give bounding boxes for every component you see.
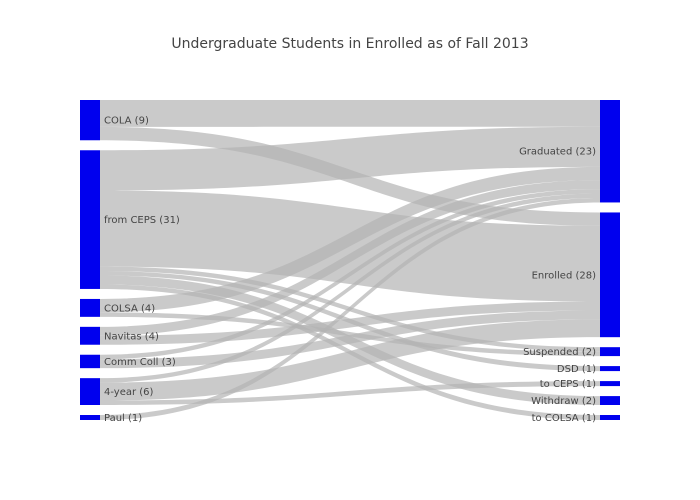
node-label-4year: 4-year (6) [104,387,154,398]
links-layer [100,100,600,420]
link-COLSA-to-Graduated[interactable] [100,166,600,313]
node-Suspended[interactable] [600,347,620,357]
node-CommColl[interactable] [80,354,100,369]
node-label-Enrolled: Enrolled (28) [532,270,597,281]
node-COLA[interactable] [80,100,100,141]
node-label-COLSA: COLSA (4) [104,303,155,314]
node-label-toCOLSA: to COLSA (1) [532,413,596,424]
link-Navitas-to-Enrolled[interactable] [100,301,600,345]
node-toCOLSA[interactable] [600,415,620,420]
node-label-CEPS: from CEPS (31) [104,215,180,226]
link-4year-to-Enrolled[interactable] [100,319,600,401]
link-COLA-to-Graduated[interactable] [100,100,600,127]
labels-layer: COLA (9) from CEPS (31) COLSA (4) Navitas (… [104,116,596,424]
link-Paul-to-Graduated[interactable] [100,198,600,420]
node-label-Paul: Paul (1) [104,413,142,424]
node-label-Graduated: Graduated (23) [519,147,596,158]
node-CEPS[interactable] [80,150,100,289]
node-label-toCEPS: to CEPS (1) [540,379,596,390]
link-CEPS-to-Graduated[interactable] [100,126,600,191]
node-Enrolled[interactable] [600,212,620,338]
node-label-CommColl: Comm Coll (3) [104,357,176,368]
node-label-DSD: DSD (1) [557,364,596,375]
node-Navitas[interactable] [80,326,100,345]
node-Graduated[interactable] [600,100,620,203]
link-CommColl-to-Enrolled[interactable] [100,310,600,369]
node-DSD[interactable] [600,366,620,372]
node-toCEPS[interactable] [600,381,620,387]
node-Withdraw[interactable] [600,396,620,405]
link-4year-to-Graduated[interactable] [100,193,600,383]
node-4year[interactable] [80,378,100,405]
link-4year-to-toCEPS[interactable] [100,381,600,405]
link-CommColl-to-Graduated[interactable] [100,189,600,360]
node-label-COLA: COLA (9) [104,116,149,127]
node-label-Withdraw: Withdraw (2) [531,396,596,407]
node-Paul[interactable] [80,415,100,420]
link-COLSA-to-Suspended[interactable] [100,312,600,357]
link-Navitas-to-Graduated[interactable] [100,180,600,336]
nodes-layer [80,100,620,420]
node-label-Suspended: Suspended (2) [523,347,596,358]
node-label-Navitas: Navitas (4) [104,331,159,342]
node-COLSA[interactable] [80,298,100,317]
chart-title: Undergraduate Students in Enrolled as of… [171,36,529,52]
